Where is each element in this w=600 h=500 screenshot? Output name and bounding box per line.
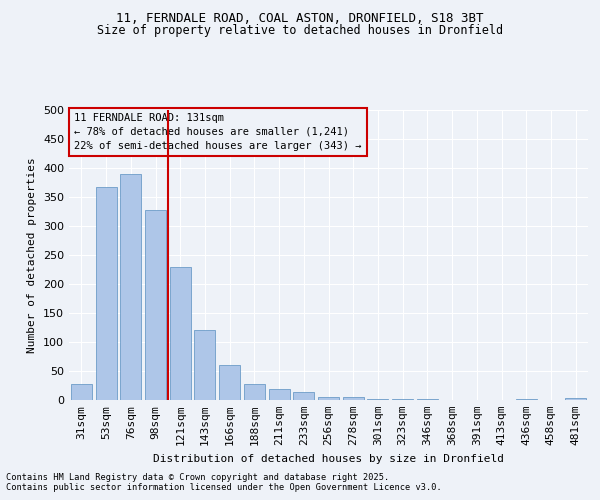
Bar (293, 392, 314, 400)
Bar (367, 399, 388, 400)
Bar (170, 266, 191, 400)
Text: 11 FERNDALE ROAD: 131sqm
← 78% of detached houses are smaller (1,241)
22% of sem: 11 FERNDALE ROAD: 131sqm ← 78% of detach… (74, 113, 362, 151)
Text: Size of property relative to detached houses in Dronfield: Size of property relative to detached ho… (97, 24, 503, 37)
Bar (194, 330, 215, 400)
Y-axis label: Number of detached properties: Number of detached properties (28, 157, 37, 353)
Bar (145, 210, 166, 400)
Bar (95, 187, 116, 400)
Text: Contains public sector information licensed under the Open Government Licence v3: Contains public sector information licen… (6, 484, 442, 492)
Bar (219, 365, 240, 400)
Bar (120, 174, 141, 400)
Bar (343, 397, 364, 400)
X-axis label: Distribution of detached houses by size in Dronfield: Distribution of detached houses by size … (153, 454, 504, 464)
Bar (269, 389, 290, 400)
Bar (565, 398, 586, 400)
Bar (244, 384, 265, 400)
Text: Contains HM Land Registry data © Crown copyright and database right 2025.: Contains HM Land Registry data © Crown c… (6, 474, 389, 482)
Bar (71, 384, 92, 400)
Text: 11, FERNDALE ROAD, COAL ASTON, DRONFIELD, S18 3BT: 11, FERNDALE ROAD, COAL ASTON, DRONFIELD… (116, 12, 484, 26)
Bar (318, 396, 339, 400)
